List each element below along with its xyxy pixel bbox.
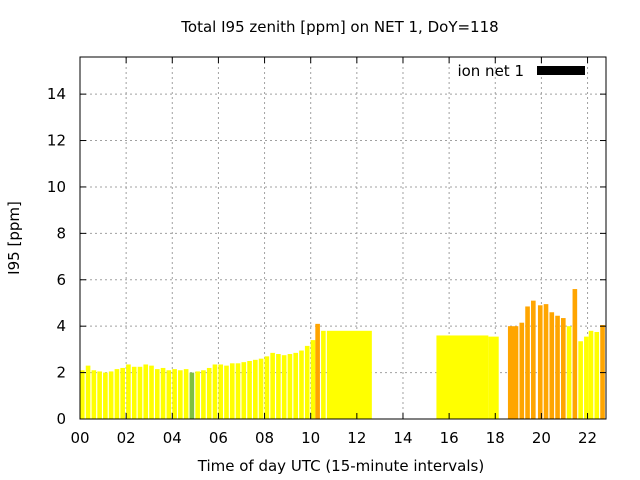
bar	[195, 371, 200, 419]
bar	[131, 366, 137, 419]
y-tick-label: 10	[47, 178, 66, 196]
bar	[229, 363, 235, 419]
bar	[103, 372, 108, 419]
x-tick-labels: 00 02 04 06 08 10 12 14 16 18 20 22	[70, 429, 597, 447]
x-tick-label: 10	[301, 429, 320, 447]
bar	[519, 322, 525, 419]
y-tick-label: 6	[56, 271, 66, 289]
bar	[224, 365, 229, 419]
x-axis-title: Time of day UTC (15-minute intervals)	[197, 457, 484, 475]
bar	[304, 345, 310, 419]
legend-swatch	[537, 66, 585, 75]
x-tick-label: 04	[163, 429, 182, 447]
bar	[281, 355, 287, 419]
x-tick-label: 20	[532, 429, 551, 447]
plot-frame	[79, 56, 607, 420]
bar	[126, 364, 131, 419]
bar	[293, 352, 299, 419]
bar	[183, 369, 189, 419]
bar	[166, 370, 172, 419]
bar	[270, 352, 275, 419]
bar	[137, 366, 143, 419]
bar	[154, 369, 160, 419]
bar	[555, 315, 560, 419]
x-tick-label: 12	[347, 429, 366, 447]
bar	[258, 358, 264, 419]
bar	[253, 359, 258, 419]
bar	[287, 354, 293, 419]
bar	[218, 364, 224, 419]
x-tick-label: 16	[440, 429, 459, 447]
bar	[594, 331, 600, 419]
bar	[326, 330, 372, 419]
bar	[588, 330, 594, 419]
bar	[507, 326, 519, 419]
chart-title: Total I95 zenith [ppm] on NET 1, DoY=118	[180, 18, 498, 36]
x-tick-label: 06	[209, 429, 228, 447]
tick-marks	[79, 57, 606, 420]
bar	[321, 330, 326, 419]
bar	[600, 325, 605, 419]
x-tick-label: 22	[578, 429, 597, 447]
bar	[299, 350, 304, 419]
x-tick-label: 14	[393, 429, 412, 447]
bar	[578, 341, 583, 419]
bar	[531, 300, 536, 419]
x-tick-label: 00	[70, 429, 89, 447]
legend: ion net 1	[457, 62, 585, 80]
y-tick-label: 2	[56, 364, 66, 382]
bar	[143, 364, 149, 419]
bar	[241, 362, 247, 419]
bar	[572, 289, 578, 419]
y-tick-label: 14	[47, 85, 66, 103]
bar	[247, 360, 252, 419]
bar	[80, 370, 85, 419]
bar	[543, 304, 549, 419]
bar	[178, 370, 183, 419]
bar	[525, 306, 530, 419]
x-tick-label: 02	[117, 429, 136, 447]
y-tick-label: 8	[56, 224, 66, 242]
y-tick-label: 4	[56, 317, 66, 335]
bar	[91, 370, 97, 419]
bar	[549, 312, 555, 419]
bar	[108, 371, 114, 419]
bar	[235, 363, 241, 419]
bar	[172, 369, 177, 419]
bar	[276, 354, 281, 419]
bar	[160, 367, 166, 419]
bar	[488, 336, 499, 419]
bar	[206, 367, 212, 419]
legend-label: ion net 1	[457, 62, 524, 80]
bar	[561, 318, 566, 419]
bar	[315, 323, 320, 419]
y-tick-label: 12	[47, 132, 66, 150]
bar	[149, 365, 154, 419]
y-axis-title: I95 [ppm]	[5, 201, 23, 275]
y-tick-label: 0	[56, 410, 66, 428]
x-tick-label: 08	[255, 429, 274, 447]
bar	[436, 335, 489, 419]
bar	[97, 371, 102, 419]
bar	[310, 340, 316, 419]
y-tick-labels: 0 2 4 6 8 10 12 14	[47, 85, 66, 428]
bar	[264, 356, 270, 419]
x-tick-label: 18	[486, 429, 505, 447]
bar	[201, 370, 206, 419]
bar	[566, 326, 572, 419]
bar	[114, 369, 120, 419]
bar	[189, 372, 195, 419]
bar	[537, 305, 543, 419]
bar	[584, 336, 589, 419]
bar	[212, 364, 218, 419]
bar	[120, 367, 125, 419]
bars	[80, 289, 605, 419]
bar	[85, 365, 91, 419]
